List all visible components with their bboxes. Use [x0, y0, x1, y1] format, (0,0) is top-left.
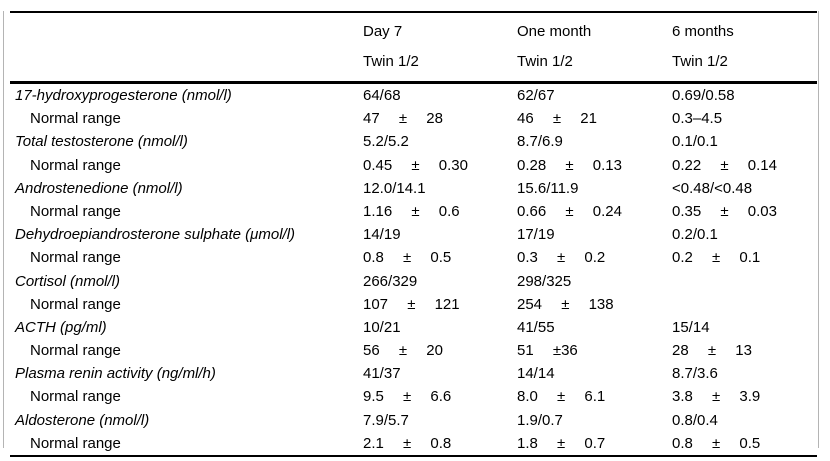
cell-one-month: 0.66 ± 0.24 — [517, 202, 622, 220]
row-label: Normal range — [30, 249, 121, 267]
table-row: Androstenedione (nmol/l) 12.0/14.1 15.6/… — [10, 177, 817, 200]
table-row: Normal range 2.1 ± 0.8 1.8 ± 0.7 0.8 ± 0… — [10, 432, 817, 455]
cell-day7: 10/21 — [363, 318, 401, 336]
cell-6-months: 0.22 ± 0.14 — [672, 156, 777, 174]
cell-one-month: 41/55 — [517, 318, 555, 336]
cell-one-month: 14/14 — [517, 365, 555, 383]
row-label: Cortisol (nmol/l) — [15, 272, 121, 290]
header-spacer — [10, 50, 358, 73]
row-label: Normal range — [30, 342, 121, 360]
table-row: 17-hydroxyprogesterone (nmol/l) 64/68 62… — [10, 84, 817, 107]
row-label: Aldosterone (nmol/l) — [15, 411, 150, 429]
cell-6-months: 0.3–4.5 — [672, 110, 723, 128]
cell-day7: 2.1 ± 0.8 — [363, 434, 452, 452]
cell-one-month: 62/67 — [517, 87, 555, 104]
cell-one-month: 1.9/0.7 — [517, 411, 563, 429]
row-label: Normal range — [30, 110, 121, 128]
cell-6-months: 0.69/0.58 — [672, 87, 735, 104]
table-row: Aldosterone (nmol/l) 7.9/5.7 1.9/0.7 0.8… — [10, 409, 817, 432]
cell-one-month: 17/19 — [517, 226, 555, 244]
row-label: 17-hydroxyprogesterone (nmol/l) — [15, 87, 232, 104]
cell-one-month: 46 ± 21 — [517, 110, 597, 128]
row-label: Total testosterone (nmol/l) — [15, 133, 188, 151]
table-row: Normal range 0.45 ± 0.30 0.28 ± 0.13 0.2… — [10, 154, 817, 177]
cell-one-month: 0.3 ± 0.2 — [517, 249, 606, 267]
cell-day7: 0.8 ± 0.5 — [363, 249, 452, 267]
table-row: Plasma renin activity (ng/ml/h) 41/37 14… — [10, 362, 817, 385]
cell-6-months: 3.8 ± 3.9 — [672, 388, 761, 406]
table-row: Cortisol (nmol/l) 266/329 298/325 — [10, 270, 817, 293]
cell-one-month: 8.7/6.9 — [517, 133, 563, 151]
cell-day7: 47 ± 28 — [363, 110, 443, 128]
cell-6-months: 0.8 ± 0.5 — [672, 434, 761, 452]
table-row: Normal range 9.5 ± 6.6 8.0 ± 6.1 3.8 ± 3… — [10, 385, 817, 408]
subheader-twin-day7: Twin 1/2 — [363, 53, 419, 70]
row-label: Androstenedione (nmol/l) — [15, 179, 183, 197]
cell-day7: 41/37 — [363, 365, 401, 383]
cell-day7: 0.45 ± 0.30 — [363, 156, 468, 174]
row-label: Normal range — [30, 434, 121, 452]
cell-day7: 266/329 — [363, 272, 418, 290]
cell-6-months: 0.2/0.1 — [672, 226, 718, 244]
cell-6-months: 15/14 — [672, 318, 710, 336]
cell-6-months: 8.7/3.6 — [672, 365, 718, 383]
cell-day7: 12.0/14.1 — [363, 179, 426, 197]
cell-one-month: 298/325 — [517, 272, 572, 290]
cell-one-month: 0.28 ± 0.13 — [517, 156, 622, 174]
row-label: ACTH (pg/ml) — [15, 318, 107, 336]
cell-day7: 14/19 — [363, 226, 401, 244]
table-row: Normal range 0.8 ± 0.5 0.3 ± 0.2 0.2 ± 0… — [10, 246, 817, 269]
table-row: Normal range 56 ± 20 51 ±36 28 ± 13 — [10, 339, 817, 362]
cell-day7: 9.5 ± 6.6 — [363, 388, 452, 406]
table-row: Normal range 107 ± 121 254 ± 138 — [10, 293, 817, 316]
cell-day7: 107 ± 121 — [363, 295, 460, 313]
table-row: Dehydroepiandrosterone sulphate (μmol/l)… — [10, 223, 817, 246]
hormone-table: Day 7 One month 6 months Twin 1/2 Twin 1… — [10, 11, 817, 457]
cell-6-months: 0.35 ± 0.03 — [672, 202, 777, 220]
cell-one-month: 1.8 ± 0.7 — [517, 434, 606, 452]
cell-one-month: 51 ±36 — [517, 342, 578, 360]
subheader-twin-6-months: Twin 1/2 — [672, 53, 728, 70]
cell-6-months: 0.8/0.4 — [672, 411, 718, 429]
table-row: Normal range 47 ± 28 46 ± 21 0.3–4.5 — [10, 107, 817, 130]
row-label: Plasma renin activity (ng/ml/h) — [15, 365, 216, 383]
cell-day7: 5.2/5.2 — [363, 133, 409, 151]
cell-day7: 1.16 ± 0.6 — [363, 202, 460, 220]
column-header-day7: Day 7 — [363, 23, 403, 40]
cell-6-months — [667, 270, 817, 293]
row-label: Normal range — [30, 388, 121, 406]
row-label: Normal range — [30, 202, 121, 220]
cell-one-month: 254 ± 138 — [517, 295, 614, 313]
table-row: Normal range 1.16 ± 0.6 0.66 ± 0.24 0.35… — [10, 200, 817, 223]
cell-day7: 64/68 — [363, 87, 401, 104]
table-row: Total testosterone (nmol/l) 5.2/5.2 8.7/… — [10, 130, 817, 153]
cell-6-months: 0.1/0.1 — [672, 133, 718, 151]
header-spacer — [10, 20, 358, 43]
table-frame — [3, 11, 819, 448]
cell-6-months — [667, 293, 817, 316]
cell-6-months: <0.48/<0.48 — [672, 179, 753, 197]
table-header: Day 7 One month 6 months Twin 1/2 Twin 1… — [10, 13, 817, 84]
cell-day7: 56 ± 20 — [363, 342, 443, 360]
cell-6-months: 0.2 ± 0.1 — [672, 249, 761, 267]
table-row: ACTH (pg/ml) 10/21 41/55 15/14 — [10, 316, 817, 339]
subheader-twin-one-month: Twin 1/2 — [517, 53, 573, 70]
cell-day7: 7.9/5.7 — [363, 411, 409, 429]
cell-one-month: 8.0 ± 6.1 — [517, 388, 606, 406]
row-label: Dehydroepiandrosterone sulphate (μmol/l) — [15, 226, 296, 244]
table-body: 17-hydroxyprogesterone (nmol/l) 64/68 62… — [10, 84, 817, 457]
column-header-6-months: 6 months — [672, 23, 734, 40]
cell-one-month: 15.6/11.9 — [517, 179, 579, 197]
cell-6-months: 28 ± 13 — [672, 342, 752, 360]
row-label: Normal range — [30, 295, 121, 313]
column-header-one-month: One month — [517, 23, 592, 40]
row-label: Normal range — [30, 156, 121, 174]
